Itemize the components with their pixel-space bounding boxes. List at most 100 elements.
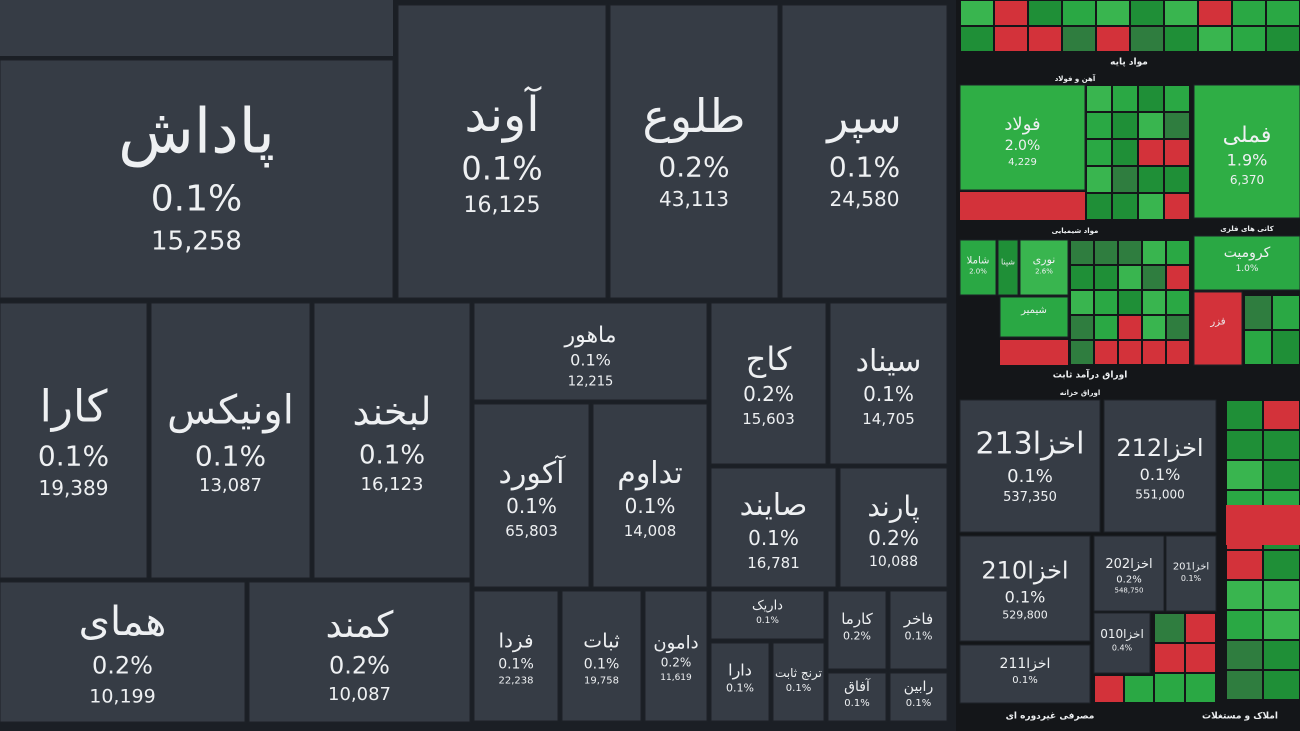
mini-tile[interactable]	[1139, 194, 1163, 219]
tile[interactable]	[781, 4, 948, 299]
mini-tile[interactable]	[1139, 140, 1163, 165]
mini-tile[interactable]	[1226, 505, 1300, 545]
tile[interactable]	[710, 302, 827, 465]
mini-tile[interactable]	[1227, 461, 1262, 489]
mini-tile[interactable]	[1264, 401, 1299, 429]
tile[interactable]	[0, 0, 393, 56]
mini-tile[interactable]	[960, 192, 1085, 220]
sector-tile[interactable]	[959, 84, 1086, 191]
mini-tile[interactable]	[995, 27, 1027, 51]
sector-tile[interactable]	[1193, 291, 1243, 366]
mini-tile[interactable]	[1119, 241, 1141, 264]
tile[interactable]	[473, 302, 708, 401]
mini-tile[interactable]	[1087, 194, 1111, 219]
tile[interactable]	[248, 581, 471, 723]
mini-tile[interactable]	[1245, 296, 1271, 329]
sector-tile[interactable]	[959, 535, 1091, 642]
tile[interactable]	[313, 302, 471, 579]
mini-tile[interactable]	[1165, 167, 1189, 192]
tile[interactable]	[473, 403, 590, 588]
tile[interactable]	[150, 302, 311, 579]
sector-tile[interactable]	[1193, 84, 1300, 219]
tile[interactable]	[889, 590, 948, 670]
mini-tile[interactable]	[1167, 316, 1189, 339]
mini-tile[interactable]	[1167, 266, 1189, 289]
mini-tile[interactable]	[961, 27, 993, 51]
mini-tile[interactable]	[1119, 341, 1141, 364]
mini-tile[interactable]	[1087, 113, 1111, 138]
mini-tile[interactable]	[1264, 551, 1299, 579]
mini-tile[interactable]	[1071, 291, 1093, 314]
mini-tile[interactable]	[1143, 266, 1165, 289]
mini-tile[interactable]	[1227, 581, 1262, 609]
mini-tile[interactable]	[1000, 340, 1068, 365]
mini-tile[interactable]	[1273, 296, 1299, 329]
mini-tile[interactable]	[1264, 461, 1299, 489]
mini-tile[interactable]	[1165, 194, 1189, 219]
mini-tile[interactable]	[1233, 27, 1265, 51]
mini-tile[interactable]	[1095, 341, 1117, 364]
mini-tile[interactable]	[1097, 27, 1129, 51]
tile[interactable]	[710, 467, 837, 588]
mini-tile[interactable]	[1155, 614, 1184, 642]
mini-tile[interactable]	[1167, 291, 1189, 314]
sector-tile[interactable]	[1093, 612, 1151, 674]
mini-tile[interactable]	[1071, 241, 1093, 264]
mini-tile[interactable]	[1095, 266, 1117, 289]
mini-tile[interactable]	[1264, 431, 1299, 459]
mini-tile[interactable]	[1113, 113, 1137, 138]
mini-tile[interactable]	[1267, 27, 1299, 51]
tile[interactable]	[592, 403, 708, 588]
mini-tile[interactable]	[1227, 671, 1262, 699]
mini-tile[interactable]	[1095, 676, 1123, 702]
mini-tile[interactable]	[1227, 641, 1262, 669]
sector-tile[interactable]	[1093, 535, 1165, 612]
mini-tile[interactable]	[1143, 341, 1165, 364]
mini-tile[interactable]	[1071, 316, 1093, 339]
mini-tile[interactable]	[1165, 86, 1189, 111]
mini-tile[interactable]	[1095, 241, 1117, 264]
mini-tile[interactable]	[1095, 316, 1117, 339]
mini-tile[interactable]	[1029, 27, 1061, 51]
sector-tile[interactable]	[959, 644, 1091, 704]
tile[interactable]	[397, 4, 607, 299]
mini-tile[interactable]	[1119, 316, 1141, 339]
mini-tile[interactable]	[1095, 291, 1117, 314]
mini-tile[interactable]	[1143, 316, 1165, 339]
mini-tile[interactable]	[1139, 86, 1163, 111]
mini-tile[interactable]	[1165, 113, 1189, 138]
mini-tile[interactable]	[1199, 27, 1231, 51]
mini-tile[interactable]	[1113, 86, 1137, 111]
mini-tile[interactable]	[1186, 674, 1215, 702]
mini-tile[interactable]	[995, 1, 1027, 25]
mini-tile[interactable]	[1143, 241, 1165, 264]
sector-tile[interactable]	[1103, 399, 1217, 533]
mini-tile[interactable]	[1113, 167, 1137, 192]
mini-tile[interactable]	[1227, 611, 1262, 639]
tile[interactable]	[0, 59, 394, 299]
sector-tile[interactable]	[959, 239, 997, 296]
tile[interactable]	[829, 302, 948, 465]
mini-tile[interactable]	[1087, 86, 1111, 111]
mini-tile[interactable]	[1131, 27, 1163, 51]
mini-tile[interactable]	[1273, 331, 1299, 364]
tile[interactable]	[609, 4, 779, 299]
mini-tile[interactable]	[1113, 140, 1137, 165]
mini-tile[interactable]	[1245, 331, 1271, 364]
mini-tile[interactable]	[1071, 341, 1093, 364]
mini-tile[interactable]	[1167, 241, 1189, 264]
sector-tile[interactable]	[1165, 535, 1217, 612]
tile[interactable]	[0, 581, 246, 723]
mini-tile[interactable]	[1139, 167, 1163, 192]
mini-tile[interactable]	[1063, 1, 1095, 25]
tile[interactable]	[0, 302, 148, 579]
mini-tile[interactable]	[1264, 671, 1299, 699]
mini-tile[interactable]	[1167, 341, 1189, 364]
mini-tile[interactable]	[1113, 194, 1137, 219]
tile[interactable]	[710, 642, 770, 722]
mini-tile[interactable]	[1143, 291, 1165, 314]
mini-tile[interactable]	[1165, 140, 1189, 165]
mini-tile[interactable]	[1087, 140, 1111, 165]
tile[interactable]	[839, 467, 948, 588]
mini-tile[interactable]	[1119, 291, 1141, 314]
